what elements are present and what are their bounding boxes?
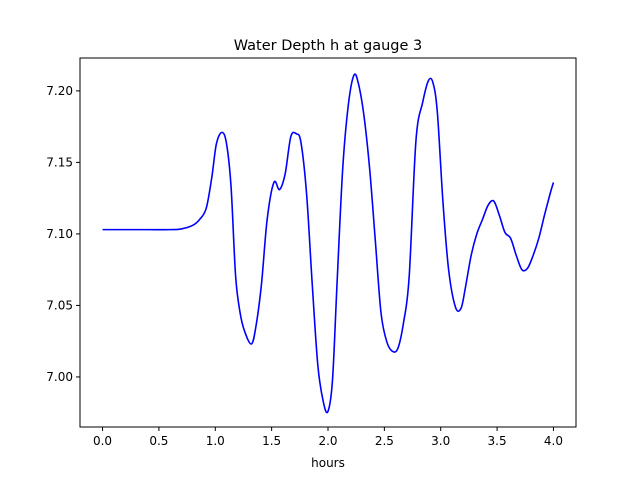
y-axis: 7.00 7.05 7.10 7.15 7.20 <box>46 84 80 384</box>
x-axis-label: hours <box>311 456 345 470</box>
y-tick-label: 7.05 <box>46 299 73 313</box>
x-axis: 0.0 0.5 1.0 1.5 2.0 2.5 3.0 3.5 4.0 <box>93 427 563 448</box>
x-tick-label: 1.0 <box>206 434 225 448</box>
series-line-0 <box>102 73 555 414</box>
x-tick-label: 3.0 <box>431 434 450 448</box>
x-tick-label: 0.0 <box>93 434 112 448</box>
plot-area <box>102 73 555 414</box>
x-tick-label: 3.5 <box>488 434 507 448</box>
x-tick-label: 0.5 <box>149 434 168 448</box>
y-tick-label: 7.00 <box>46 370 73 384</box>
x-tick-label: 2.0 <box>318 434 337 448</box>
x-tick-label: 4.0 <box>544 434 563 448</box>
plot-frame <box>79 57 577 428</box>
chart-title: Water Depth h at gauge 3 <box>234 38 422 54</box>
y-tick-label: 7.10 <box>46 227 73 241</box>
x-tick-label: 1.5 <box>262 434 281 448</box>
y-tick-label: 7.15 <box>46 156 73 170</box>
x-tick-label: 2.5 <box>375 434 394 448</box>
y-tick-label: 7.20 <box>46 84 73 98</box>
